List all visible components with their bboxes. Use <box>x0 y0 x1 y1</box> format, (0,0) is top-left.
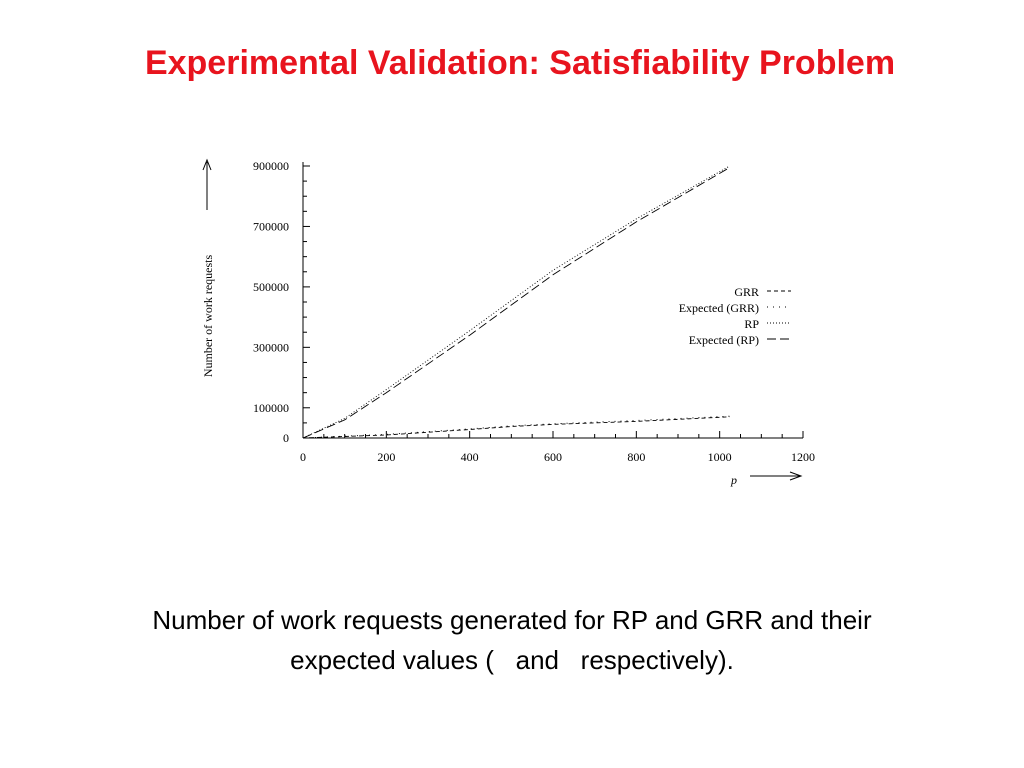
series-line-grr <box>302 416 730 439</box>
y-axis-arrowhead <box>202 158 212 171</box>
chart-ticks: 0 100000 300000 500000 700000 900000 0 200 400 60… <box>253 159 815 464</box>
y-tick-label: 900000 <box>253 159 289 173</box>
x-tick-label: 1200 <box>791 450 815 464</box>
y-tick-label: 500000 <box>253 280 289 294</box>
series-line-rp <box>302 165 730 439</box>
y-tick-label: 300000 <box>253 340 289 354</box>
x-tick-label: 1000 <box>708 450 732 464</box>
chart-axis-labels: Number of work requests p <box>201 158 803 487</box>
y-axis-label: Number of work requests <box>201 255 215 378</box>
x-tick-label: 600 <box>544 450 562 464</box>
x-tick-label: 200 <box>377 450 395 464</box>
caption-line-1: Number of work requests generated for RP… <box>152 605 872 635</box>
y-tick-label: 0 <box>283 431 289 445</box>
x-axis-arrowhead <box>789 471 803 481</box>
y-tick-label: 700000 <box>253 219 289 233</box>
x-tick-label: 800 <box>627 450 645 464</box>
x-tick-label: 0 <box>300 450 306 464</box>
legend-label-grr: GRR <box>734 285 759 299</box>
x-tick-label: 400 <box>461 450 479 464</box>
chart-axes <box>302 162 803 439</box>
slide-caption: Number of work requests generated for RP… <box>40 600 984 680</box>
x-axis-label: p <box>730 473 737 487</box>
chart-legend: GRR Expected (GRR) RP Expected (RP) <box>679 285 791 347</box>
legend-label-rp: RP <box>744 317 759 331</box>
legend-label-expected-grr: Expected (GRR) <box>679 301 759 315</box>
series-line-expected-grr <box>302 415 730 439</box>
slide-title: Experimental Validation: Satisfiability … <box>144 44 896 82</box>
legend-label-expected-rp: Expected (RP) <box>689 333 759 347</box>
caption-line-2: expected values ( and respectively). <box>290 645 734 675</box>
y-tick-label: 100000 <box>253 401 289 415</box>
series-line-expected-rp <box>302 167 730 439</box>
chart-series <box>302 165 730 439</box>
